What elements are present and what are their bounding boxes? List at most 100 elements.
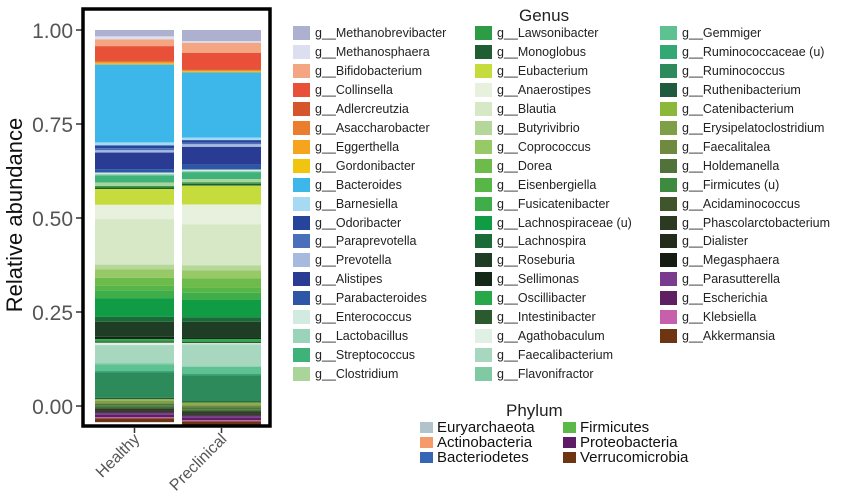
- legend-swatch: [660, 329, 677, 344]
- phylum-legend-title: Phylum: [506, 401, 563, 420]
- genus-legend-item: g__Alistipes: [293, 271, 382, 287]
- y-tick-label: 0.00: [32, 396, 73, 419]
- legend-swatch: [293, 272, 310, 287]
- genus-legend-item: g__Klebsiella: [660, 309, 756, 325]
- genus-legend-item: g__Bacteroides: [293, 177, 402, 193]
- genus-legend-item: g__Enterococcus: [293, 309, 412, 325]
- genus-legend-label: g__Roseburia: [497, 253, 575, 268]
- legend-swatch: [293, 196, 310, 211]
- phylum-legend-label: Verrucomicrobia: [580, 449, 689, 466]
- genus-legend-item: g__Parasutterella: [660, 271, 780, 287]
- bar-segment: [95, 417, 174, 419]
- genus-legend-label: g__Megasphaera: [682, 253, 780, 268]
- legend-swatch: [293, 291, 310, 306]
- bar-segment: [95, 290, 174, 299]
- genus-legend-label: g__Ruminococcus: [682, 63, 785, 78]
- genus-legend-label: g__Asaccharobacter: [315, 120, 430, 135]
- bar-segment: [182, 224, 261, 266]
- bar-segment: [95, 172, 174, 175]
- legend-swatch: [475, 26, 492, 40]
- genus-legend-label: g__Intestinibacter: [497, 310, 596, 325]
- legend-swatch: [660, 26, 677, 40]
- genus-legend-item: g__Escherichia: [660, 290, 767, 306]
- genus-legend-label: g__Oscillibacter: [497, 291, 586, 306]
- genus-legend-item: g__Catenibacterium: [660, 101, 794, 117]
- genus-legend-label: g__Gordonibacter: [315, 158, 416, 173]
- genus-legend-item: g__Bifidobacterium: [293, 63, 422, 79]
- genus-legend-label: g__Firmicutes (u): [682, 177, 780, 192]
- genus-legend-label: g__Holdemanella: [682, 158, 780, 173]
- bar-segment: [182, 366, 261, 374]
- bar-segment: [182, 278, 261, 288]
- genus-legend-label: g__Gemmiger: [682, 26, 762, 40]
- bar-segment: [95, 60, 174, 62]
- legend-swatch: [563, 452, 576, 463]
- genus-legend-label: g__Ruminococcaceae (u): [682, 44, 825, 59]
- genus-legend-label: g__Acidaminococcus: [682, 196, 801, 211]
- legend-swatch: [660, 82, 677, 97]
- bar-segment: [182, 366, 261, 367]
- genus-legend-label: g__Clostridium: [315, 367, 399, 382]
- genus-legend-label: g__Agathobaculum: [497, 329, 605, 344]
- phylum-legend-item: Firmicutes: [563, 419, 649, 436]
- genus-legend-item: g__Anaerostipes: [475, 82, 591, 98]
- bar-segment: [182, 373, 261, 376]
- genus-legend-label: g__Faecalitalea: [682, 139, 771, 154]
- genus-legend-item: g__Firmicutes (u): [660, 177, 779, 193]
- legend-swatch: [475, 44, 492, 59]
- genus-legend-item: g__Agathobaculum: [475, 328, 605, 344]
- bar-segment: [95, 410, 174, 412]
- bar-segment: [95, 62, 174, 64]
- x-tick-label: Preclinical: [167, 431, 231, 495]
- bar-segment: [95, 61, 174, 63]
- genus-legend-label: g__Klebsiella: [682, 310, 757, 325]
- genus-legend-label: g__Prevotella: [315, 253, 392, 268]
- legend-swatch: [475, 120, 492, 135]
- genus-legend-item: g__Methanobrevibacter: [293, 25, 446, 41]
- phylum-legend-item: Bacteriodetes: [420, 449, 529, 466]
- bar-segment: [95, 174, 174, 176]
- genus-legend-item: g__Ruminococcus: [660, 63, 785, 79]
- bar-segment: [182, 420, 261, 422]
- genus-legend-label: g__Butyrivibrio: [497, 120, 580, 135]
- genus-legend-item: g__Prevotella: [293, 252, 391, 268]
- bar-segment: [95, 405, 174, 408]
- bar-segment: [95, 277, 174, 286]
- y-tick-label: 0.25: [32, 302, 73, 325]
- genus-legend-label: g__Eubacterium: [497, 63, 589, 78]
- bar-segment: [182, 30, 261, 42]
- bar-segment: [95, 399, 174, 401]
- bar-segment: [95, 142, 174, 146]
- legend-swatch: [293, 310, 310, 325]
- genus-legend-label: g__Ruthenibacterium: [682, 82, 801, 97]
- bar-segment: [95, 264, 174, 270]
- legend-swatch: [475, 139, 492, 154]
- genus-legend-item: g__Dialister: [660, 233, 748, 249]
- genus-legend-item: g__Collinsella: [293, 82, 393, 98]
- bar-segment: [182, 410, 261, 413]
- bar-segment: [95, 169, 174, 173]
- bar-segment: [95, 372, 174, 398]
- bar-segment: [182, 287, 261, 293]
- bar-segment: [182, 182, 261, 184]
- bar-segment: [95, 321, 174, 337]
- genus-legend-label: g__Akkermansia: [682, 329, 776, 344]
- bar-segment: [182, 204, 261, 225]
- legend-swatch: [660, 253, 677, 268]
- genus-legend-label: g__Paraprevotella: [315, 234, 417, 249]
- genus-legend-label: g__Parasutterella: [682, 272, 780, 287]
- bar-segment: [182, 415, 261, 418]
- bar-segment: [182, 179, 261, 183]
- genus-legend-item: g__Faecalibacterium: [475, 347, 613, 363]
- bar-segment: [182, 70, 261, 72]
- genus-legend-label: g__Barnesiella: [315, 196, 398, 211]
- genus-legend-item: g__Clostridium: [293, 366, 398, 382]
- genus-legend-item: g__Monoglobus: [475, 44, 586, 60]
- bar-segment: [182, 164, 261, 170]
- y-tick-label: 0.50: [32, 208, 73, 231]
- genus-legend-item: g__Flavonifractor: [475, 366, 594, 382]
- legend-swatch: [475, 291, 492, 306]
- bar-segment: [182, 42, 261, 53]
- legend-swatch: [660, 120, 677, 135]
